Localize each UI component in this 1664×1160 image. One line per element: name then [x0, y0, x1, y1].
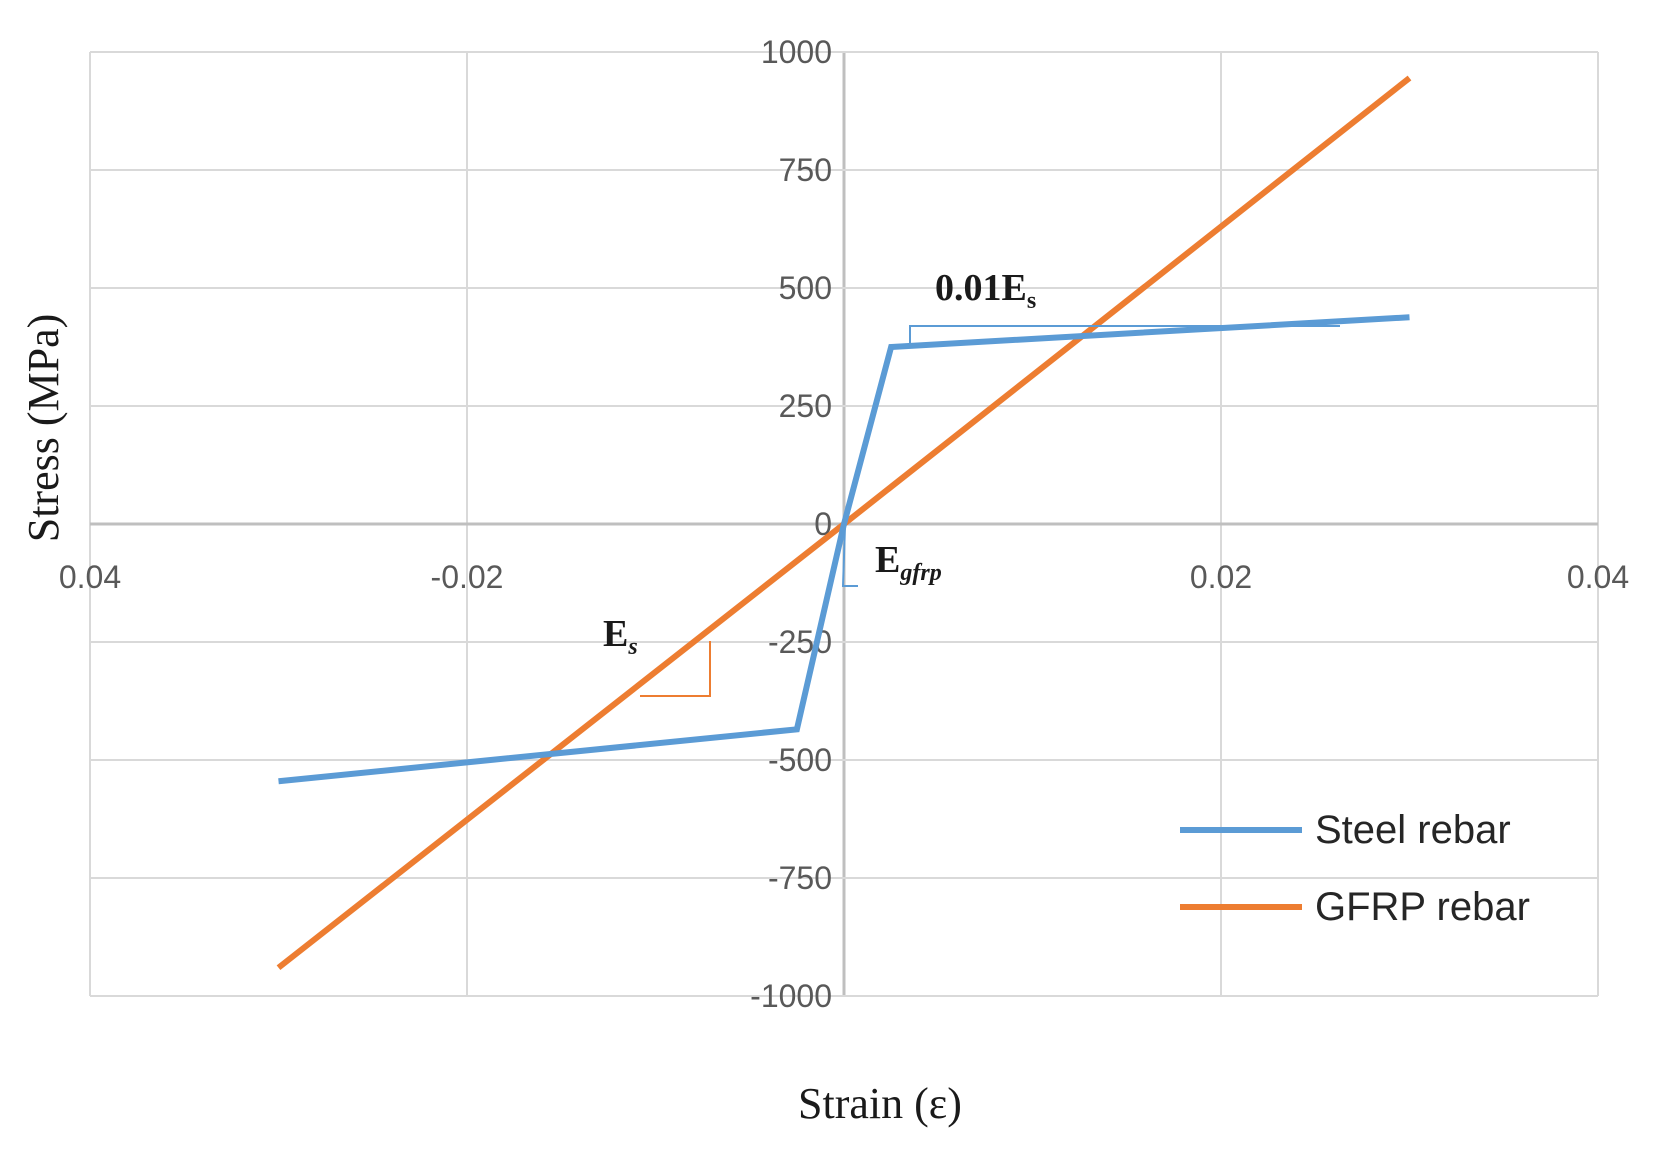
egfrp-annotation: Egfrp	[875, 539, 942, 586]
x-tick-label: 0.02	[1190, 559, 1252, 595]
y-tick-label: 250	[779, 388, 832, 424]
series-layer	[276, 75, 1412, 971]
y-tick-label: -500	[768, 742, 832, 778]
y-tick-label: 500	[779, 270, 832, 306]
y-tick-label: -750	[768, 860, 832, 896]
steel-hardening-annotation: 0.01Es	[935, 267, 1036, 314]
steel-elastic-slope-triangle	[841, 526, 858, 587]
legend: Steel rebar GFRP rebar	[1180, 808, 1530, 929]
y-tick-label: 0	[814, 506, 832, 542]
x-axis-title: Strain (ε)	[798, 1079, 962, 1128]
x-tick-label: -0.02	[431, 559, 504, 595]
legend-label-gfrp: GFRP rebar	[1315, 885, 1530, 929]
x-tick-labels: 0.04 -0.02 0.02 0.04	[59, 559, 1629, 595]
series-line-steel-rebar	[278, 314, 1410, 785]
y-tick-label: 750	[779, 152, 832, 188]
gfrp-slope-triangle	[640, 641, 711, 697]
x-tick-label: 0.04	[59, 559, 121, 595]
steel-hardening-slope-triangle	[909, 325, 1340, 343]
y-tick-label: -1000	[750, 978, 832, 1014]
y-axis-title: Stress (MPa)	[19, 314, 68, 543]
legend-label-steel: Steel rebar	[1315, 808, 1511, 852]
y-tick-label: 1000	[761, 34, 832, 70]
es-annotation: Es	[603, 613, 638, 660]
slope-annotations	[640, 325, 1340, 697]
x-tick-label: 0.04	[1567, 559, 1629, 595]
